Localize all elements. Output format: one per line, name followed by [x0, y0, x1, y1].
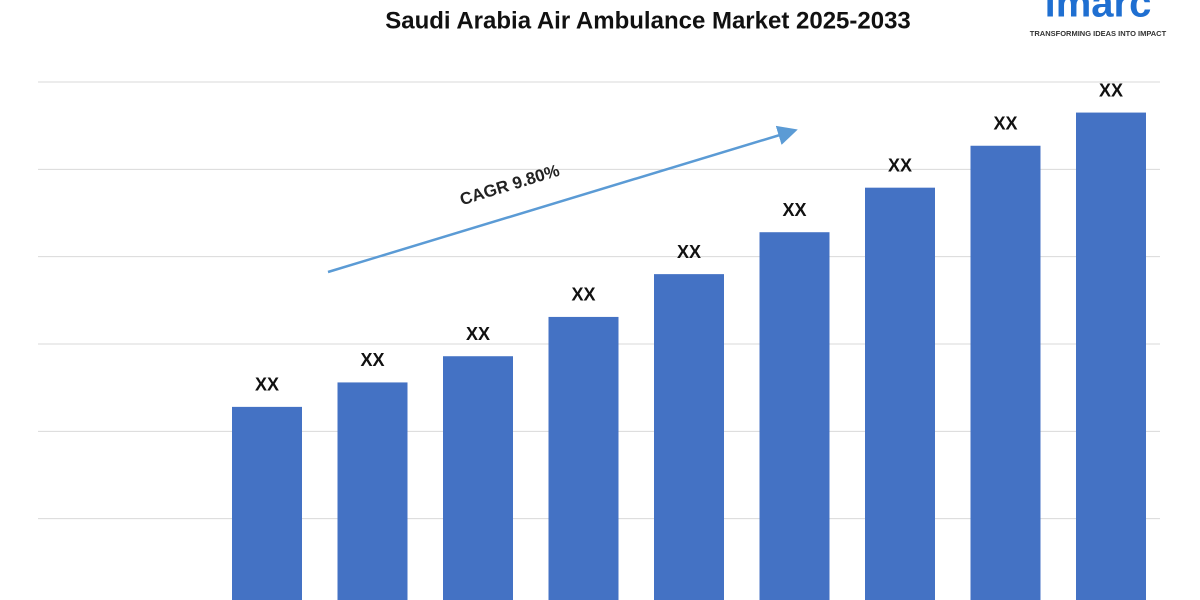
bar	[1076, 112, 1146, 600]
bar	[443, 356, 513, 600]
bar	[759, 232, 830, 600]
trend-arrow	[327, 125, 798, 274]
bar	[337, 382, 408, 600]
bar	[232, 406, 302, 600]
data-label: XX	[993, 114, 1017, 134]
chart-title: Saudi Arabia Air Ambulance Market 2025-2…	[385, 7, 911, 34]
data-label: XX	[466, 324, 490, 344]
data-label: XX	[360, 350, 384, 370]
bar	[654, 274, 724, 600]
data-label: XX	[782, 200, 806, 220]
data-label: XX	[1099, 80, 1123, 100]
data-label: XX	[571, 285, 595, 305]
data-label: XX	[888, 155, 912, 175]
logo-tagline: TRANSFORMING IDEAS INTO IMPACT	[1030, 29, 1167, 38]
data-label: XX	[677, 242, 701, 262]
cagr-annotation: CAGR 9.80%	[458, 161, 562, 209]
data-label: XX	[255, 375, 279, 395]
bar	[970, 145, 1041, 600]
bar	[865, 187, 935, 600]
bar	[548, 316, 619, 600]
logo-name: imarc	[1045, 0, 1152, 26]
bars: XX XX XX XX XX XX XX XX XX	[232, 80, 1146, 600]
